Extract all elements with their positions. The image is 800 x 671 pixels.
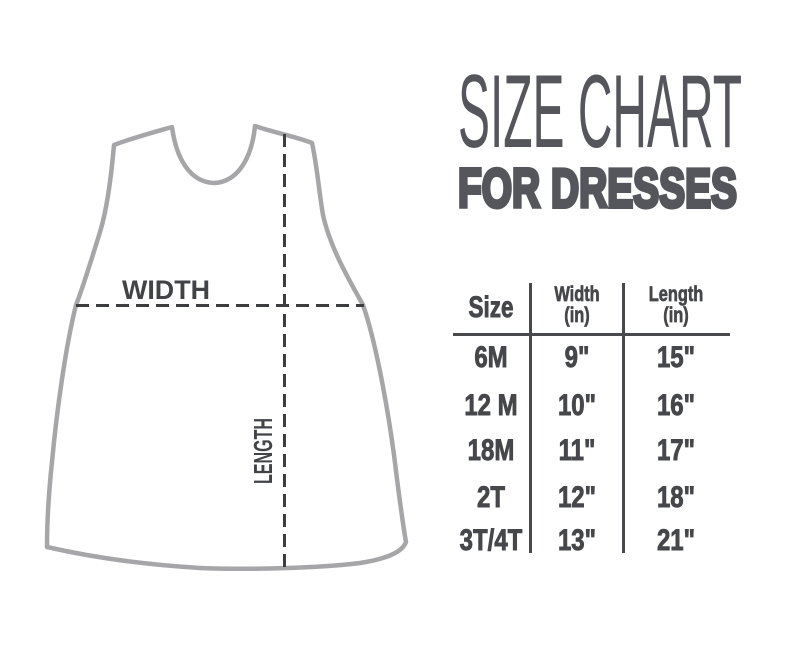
title-block: SIZE CHART FOR DRESSES — [456, 54, 742, 221]
page-title: SIZE CHART — [458, 54, 742, 170]
col-header-width-unit: (in) — [564, 303, 589, 326]
cell-size: 2T — [477, 479, 505, 513]
col-header-length: Length — [649, 282, 704, 305]
dress-outline — [44, 123, 409, 572]
cell-size: 6M — [474, 339, 507, 373]
cell-width: 10" — [558, 387, 596, 421]
col-header-length-unit: (in) — [663, 303, 688, 326]
table-row: 12 M 10" 16" — [464, 387, 695, 422]
cell-size: 12 M — [464, 387, 517, 421]
cell-size: 18M — [468, 432, 515, 466]
cell-width: 9" — [565, 339, 590, 373]
cell-length: 21" — [657, 522, 695, 556]
table-row: 3T/4T 13" 21" — [459, 522, 695, 557]
cell-length: 18" — [657, 479, 695, 513]
cell-length: 16" — [657, 387, 695, 421]
cell-length: 17" — [657, 432, 695, 466]
page-subtitle: FOR DRESSES — [458, 157, 737, 219]
width-label: WIDTH — [122, 275, 210, 305]
col-header-size: Size — [469, 290, 514, 324]
col-header-width: Width — [554, 282, 599, 305]
length-label: LENGTH — [248, 418, 278, 484]
table-row: 2T 12" 18" — [477, 479, 696, 514]
cell-width: 12" — [558, 479, 596, 513]
table-row: 6M 9" 15" — [474, 339, 695, 374]
cell-length: 15" — [657, 339, 695, 373]
dress-diagram: WIDTH LENGTH — [44, 123, 409, 572]
cell-width: 13" — [558, 522, 596, 556]
size-table: Size Width (in) Length (in) 6M 9" 15" 12… — [453, 282, 730, 557]
table-row: 18M 11" 17" — [467, 432, 695, 467]
cell-width: 11" — [559, 432, 596, 466]
cell-size: 3T/4T — [460, 522, 523, 556]
